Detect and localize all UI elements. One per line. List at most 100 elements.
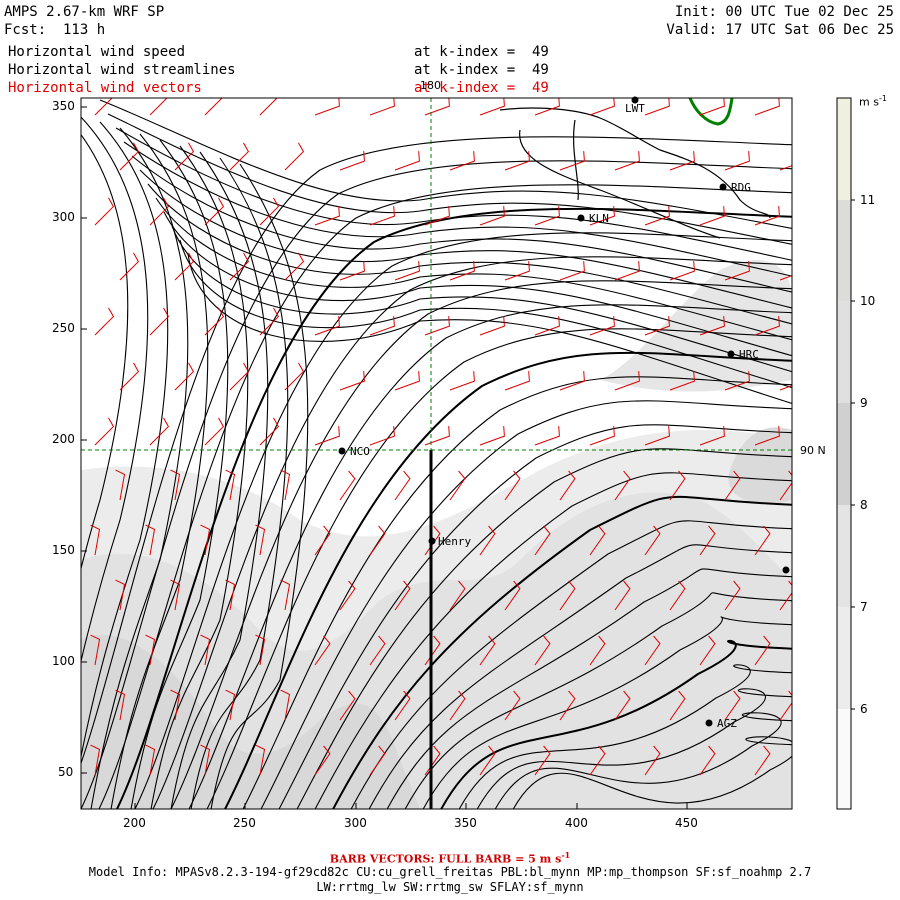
colorbar-bin-6-7 — [837, 607, 851, 709]
wind-barb — [449, 151, 475, 171]
wind-barb — [204, 197, 225, 226]
wind-barb — [614, 690, 631, 721]
streamline — [296, 448, 792, 809]
wind-barb — [90, 744, 101, 776]
wind-barb — [534, 525, 551, 556]
y-tick-300: 300 — [52, 210, 75, 224]
y-tick-250: 250 — [52, 321, 75, 335]
wind-barb — [314, 98, 340, 116]
wind-barb — [204, 98, 223, 116]
station-dot-nco — [338, 447, 346, 455]
streamlines — [81, 99, 792, 809]
wind-barb — [724, 151, 750, 171]
wind-barb — [369, 525, 386, 556]
wind-barb — [229, 142, 250, 171]
wind-barb — [369, 98, 395, 116]
wind-barb — [229, 252, 250, 281]
streamline — [350, 520, 792, 809]
wind-barb — [145, 524, 156, 556]
wind-barb — [149, 98, 168, 116]
wind-barb — [259, 417, 280, 446]
wind-barb — [699, 525, 716, 556]
colorbar-bin-11plus — [837, 98, 851, 200]
wind-barb — [644, 745, 661, 776]
streamline — [422, 616, 792, 809]
x-tick-250: 250 — [233, 816, 256, 830]
wind-barb — [339, 371, 365, 391]
wind-barb — [94, 307, 115, 336]
streamline — [110, 133, 209, 809]
wind-barb — [259, 98, 278, 116]
wind-barb — [644, 426, 670, 446]
streamline — [171, 225, 792, 373]
wind-barb — [779, 690, 792, 721]
wind-barb — [204, 417, 225, 446]
colorbar-unit: m s-1 — [859, 94, 887, 109]
wind-barb — [724, 371, 750, 391]
wind-barb — [170, 689, 181, 721]
wind-barb — [119, 252, 140, 281]
wind-barb — [339, 580, 356, 611]
wind-barb — [314, 206, 340, 226]
forecast-hour: Fcst: 113 h — [4, 22, 106, 38]
wind-barb — [614, 580, 631, 611]
wind-barb — [589, 635, 606, 666]
wind-barb — [479, 525, 496, 556]
wind-barb — [424, 316, 450, 336]
x-tick-200: 200 — [123, 816, 146, 830]
wind-barb — [724, 470, 741, 501]
colorbar-bin-9-10 — [837, 301, 851, 403]
streamline — [476, 688, 792, 809]
wind-barb — [669, 580, 686, 611]
field-streamlines: Horizontal wind streamlines — [8, 62, 236, 78]
streamline — [115, 207, 792, 809]
streamline — [188, 304, 792, 809]
wind-barb — [644, 525, 661, 556]
streamline — [150, 145, 249, 809]
wind-barb — [449, 690, 466, 721]
colorbar-label-6: 6 — [860, 702, 868, 716]
streamline — [187, 253, 792, 405]
x-tick-450: 450 — [675, 816, 698, 830]
wind-barb — [90, 524, 101, 556]
wind-barb — [170, 579, 181, 611]
wind-barb — [314, 635, 331, 666]
wind-barb — [779, 385, 792, 391]
wind-barb — [614, 371, 640, 391]
streamline — [107, 113, 792, 245]
station-markers — [338, 96, 790, 727]
streamline — [512, 736, 792, 809]
wind-barb — [200, 634, 211, 666]
streamline — [494, 712, 792, 809]
wind-barb — [394, 151, 420, 171]
streamline — [368, 544, 792, 809]
streamline — [81, 136, 792, 765]
wind-barb — [534, 98, 560, 116]
init-time: Init: 00 UTC Tue 02 Dec 25 — [674, 4, 894, 20]
wind-barb — [589, 426, 615, 446]
wind-barb — [369, 206, 395, 226]
wind-barb — [225, 469, 236, 501]
field-vectors-level: at k-index = 49 — [414, 80, 549, 96]
streamline — [458, 664, 792, 809]
station-dot-henry — [428, 537, 436, 545]
colorbar-label-9: 9 — [860, 396, 868, 410]
streamline — [90, 127, 189, 809]
wind-barb — [424, 426, 450, 446]
wind-barb — [449, 470, 466, 501]
station-label-nco: NCO — [350, 445, 370, 458]
wind-barb — [559, 690, 576, 721]
wind-barb — [669, 371, 695, 391]
y-tick-150: 150 — [52, 543, 75, 557]
wind-barb — [754, 745, 771, 776]
colorbar-label-11: 11 — [860, 193, 876, 207]
wind-barb — [314, 316, 340, 336]
colorbar — [836, 97, 855, 810]
wind-barb — [779, 165, 792, 171]
wind-barb — [369, 426, 395, 446]
wind-barb — [394, 371, 420, 391]
streamline — [314, 472, 792, 809]
model-title: AMPS 2.67-km WRF SP — [4, 4, 165, 20]
streamline — [278, 424, 792, 809]
wind-barb — [94, 98, 113, 116]
